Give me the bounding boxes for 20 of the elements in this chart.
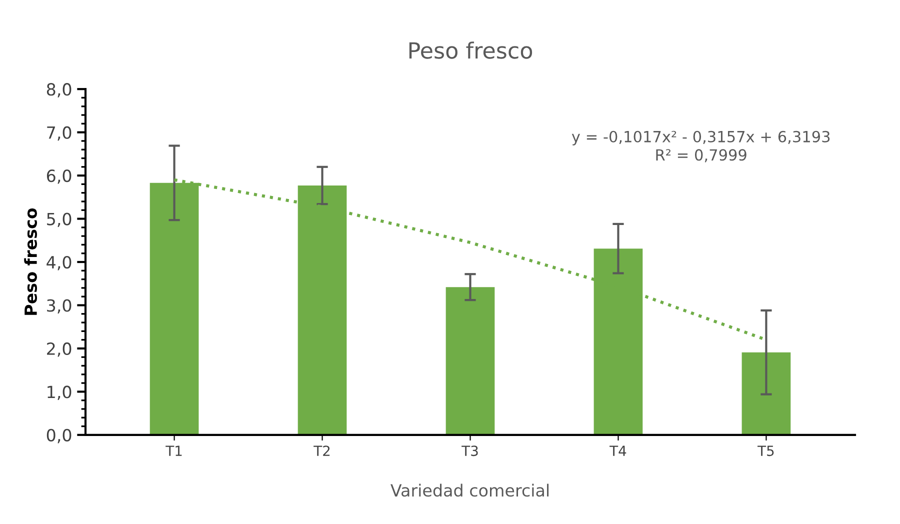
y-tick-label: 5,0 bbox=[47, 212, 72, 228]
y-tick-label: 6,0 bbox=[46, 170, 72, 184]
y-axis-title: Peso fresco bbox=[24, 208, 38, 315]
x-tick-label: T2 bbox=[314, 446, 330, 456]
bar bbox=[446, 287, 495, 435]
x-tick-label: T5 bbox=[758, 446, 774, 456]
x-axis-title: Variedad comercial bbox=[390, 484, 549, 497]
y-tick-label: 4,0 bbox=[46, 256, 72, 270]
chart-title: Peso fresco bbox=[409, 42, 532, 59]
x-tick-label: T4 bbox=[610, 446, 626, 456]
y-tick-label: 3,0 bbox=[47, 299, 72, 314]
y-tick-label: 7,0 bbox=[47, 126, 72, 141]
y-tick-label: 0,0 bbox=[46, 428, 72, 444]
x-tick-label: T3 bbox=[462, 446, 478, 456]
y-tick-label: 1,0 bbox=[48, 386, 72, 400]
bar bbox=[742, 352, 791, 435]
annotation: y = -0,1017x² - 0,3157x + 6,3193 R² = 0,7999 bbox=[572, 130, 830, 162]
x-tick-label: T1 bbox=[166, 446, 182, 456]
y-tick-label: 8,0 bbox=[46, 83, 72, 98]
y-tick-label: 2,0 bbox=[47, 342, 72, 357]
